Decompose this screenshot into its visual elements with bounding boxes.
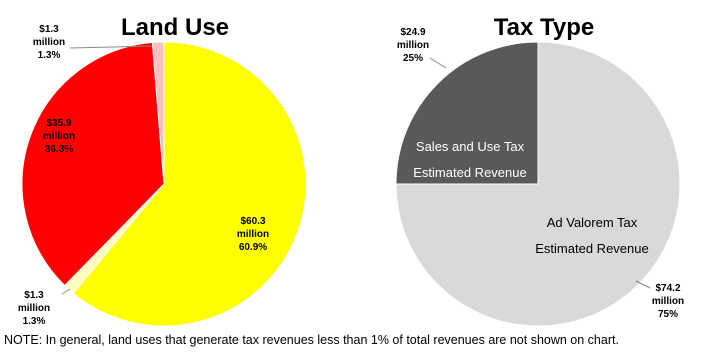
pie2-title: Tax Type <box>494 14 594 41</box>
pie1-data-label-1: $60.3 million 60.9% <box>237 216 269 253</box>
pie1-slice-3 <box>21 41 165 287</box>
pie1-slice-1 <box>72 41 307 327</box>
pie1-slice-4 <box>151 41 165 185</box>
pie2-data-label-2: $24.9 million 25% <box>397 27 429 64</box>
pie2-data-label-1: $74.2 million 75% <box>652 283 684 320</box>
pie2-slice-2 <box>395 41 539 185</box>
pie1-title: Land Use <box>121 14 229 41</box>
footnote: NOTE: In general, land uses that generat… <box>4 333 619 347</box>
pie1-leader-4 <box>69 45 153 49</box>
pie1-data-label-3: $35.9 million 36.3% <box>43 118 75 155</box>
pie1-data-label-2: $1.3 million 1.3% <box>18 290 50 327</box>
pie2-category-label-1: Ad Valorem Tax Estimated Revenue <box>535 215 648 256</box>
pie2-slice-1 <box>395 41 681 327</box>
pie2-leader-2 <box>429 57 447 69</box>
pie1-data-label-4: $1.3 million 1.3% <box>33 24 65 61</box>
pie2-category-label-2: Sales and Use Tax Estimated Revenue <box>413 139 526 180</box>
pie1-leader-2 <box>61 288 71 295</box>
pie2-leader-1 <box>635 280 651 289</box>
